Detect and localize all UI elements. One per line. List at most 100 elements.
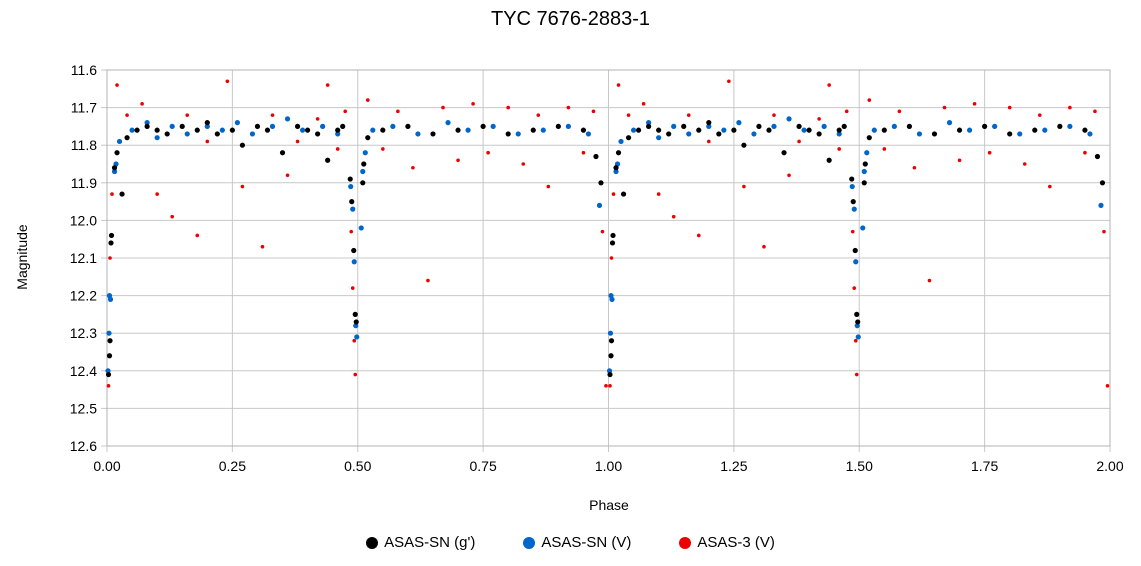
x-tick-label: 0.25: [219, 458, 246, 474]
data-point: [641, 102, 646, 106]
data-point: [696, 127, 702, 133]
data-point: [396, 109, 400, 114]
data-point: [625, 135, 632, 141]
data-point: [480, 123, 486, 129]
data-point: [626, 113, 631, 117]
data-point: [821, 123, 827, 129]
data-point: [1042, 127, 1048, 133]
data-point: [596, 202, 603, 208]
data-point: [1099, 180, 1106, 186]
data-point: [360, 168, 366, 175]
data-point: [546, 184, 551, 189]
data-point: [742, 184, 746, 189]
legend: ASAS-SN (g') ASAS-SN (V) ASAS-3 (V): [0, 534, 1141, 551]
data-point: [335, 127, 341, 133]
data-point: [942, 105, 947, 110]
data-point: [1087, 131, 1093, 137]
data-point: [611, 192, 616, 196]
data-point: [806, 127, 812, 133]
data-point: [946, 120, 953, 126]
data-point: [155, 192, 159, 196]
data-point: [354, 334, 360, 340]
data-point: [164, 131, 170, 137]
data-point: [239, 142, 246, 148]
data-point: [666, 131, 672, 137]
data-point: [727, 79, 731, 84]
data-point: [736, 120, 742, 126]
data-point: [671, 214, 676, 219]
data-point: [762, 244, 766, 249]
data-point: [350, 206, 356, 212]
data-point: [854, 311, 860, 317]
data-point: [610, 232, 616, 239]
data-point: [607, 371, 613, 378]
data-point: [787, 173, 791, 178]
data-point: [335, 147, 340, 151]
data-point: [361, 161, 367, 167]
data-point: [144, 120, 150, 126]
data-point: [609, 240, 616, 246]
data-point: [681, 123, 687, 129]
data-point: [184, 131, 190, 137]
data-point: [741, 142, 747, 148]
data-point: [1022, 162, 1027, 166]
data-point: [185, 113, 190, 117]
data-point: [415, 131, 421, 137]
data-point: [351, 259, 357, 265]
legend-item-asassn-g: ASAS-SN (g'): [366, 534, 475, 551]
y-axis-title: Magnitude: [14, 224, 30, 290]
y-tick-labels: 11.6 11.7 11.8 11.9 12.0 12.1 12.2 12.3 12.4 12.5…: [70, 62, 97, 454]
data-point: [506, 105, 511, 110]
plot-area-border: [106, 69, 1111, 447]
x-tick-label: 1.25: [720, 458, 747, 474]
data-point: [891, 123, 897, 129]
data-point: [119, 191, 125, 197]
data-point: [931, 131, 938, 137]
data-point: [600, 229, 605, 234]
data-point: [270, 113, 275, 117]
data-point: [353, 319, 359, 325]
chart-title: TYC 7676-2883-1: [491, 8, 650, 30]
data-point: [486, 150, 490, 155]
data-point: [352, 338, 357, 343]
y-tick-label: 12.4: [70, 363, 97, 379]
data-point: [837, 147, 841, 151]
data-point: [881, 127, 887, 133]
data-point: [362, 150, 368, 156]
data-point: [105, 371, 112, 378]
data-point: [851, 206, 857, 212]
data-point: [927, 278, 932, 283]
data-point: [855, 334, 861, 340]
data-point: [581, 150, 586, 155]
data-point: [205, 139, 210, 144]
data-point: [229, 127, 235, 133]
data-point: [315, 131, 321, 137]
data-point: [1048, 184, 1052, 189]
data-point: [796, 123, 802, 129]
data-point: [1094, 153, 1101, 160]
data-point: [465, 127, 471, 133]
data-point: [916, 131, 923, 137]
data-point: [707, 139, 711, 144]
data-point: [1068, 105, 1072, 110]
data-point: [1093, 109, 1097, 114]
data-point: [566, 105, 571, 110]
data-point: [696, 233, 701, 238]
data-point: [426, 278, 430, 283]
data-point: [771, 123, 777, 129]
data-point: [555, 123, 561, 129]
data-point: [609, 256, 614, 260]
data-point: [108, 256, 112, 260]
data-point: [656, 192, 661, 196]
y-tick-label: 12.5: [70, 400, 97, 416]
data-point: [505, 131, 511, 137]
x-tick-label: 1.50: [846, 458, 873, 474]
data-point: [294, 123, 301, 129]
data-point: [240, 184, 245, 189]
data-point: [140, 102, 144, 106]
data-point: [204, 120, 210, 126]
data-point: [781, 150, 787, 156]
data-point: [854, 372, 859, 377]
data-point: [1083, 150, 1087, 155]
data-point: [866, 135, 872, 141]
